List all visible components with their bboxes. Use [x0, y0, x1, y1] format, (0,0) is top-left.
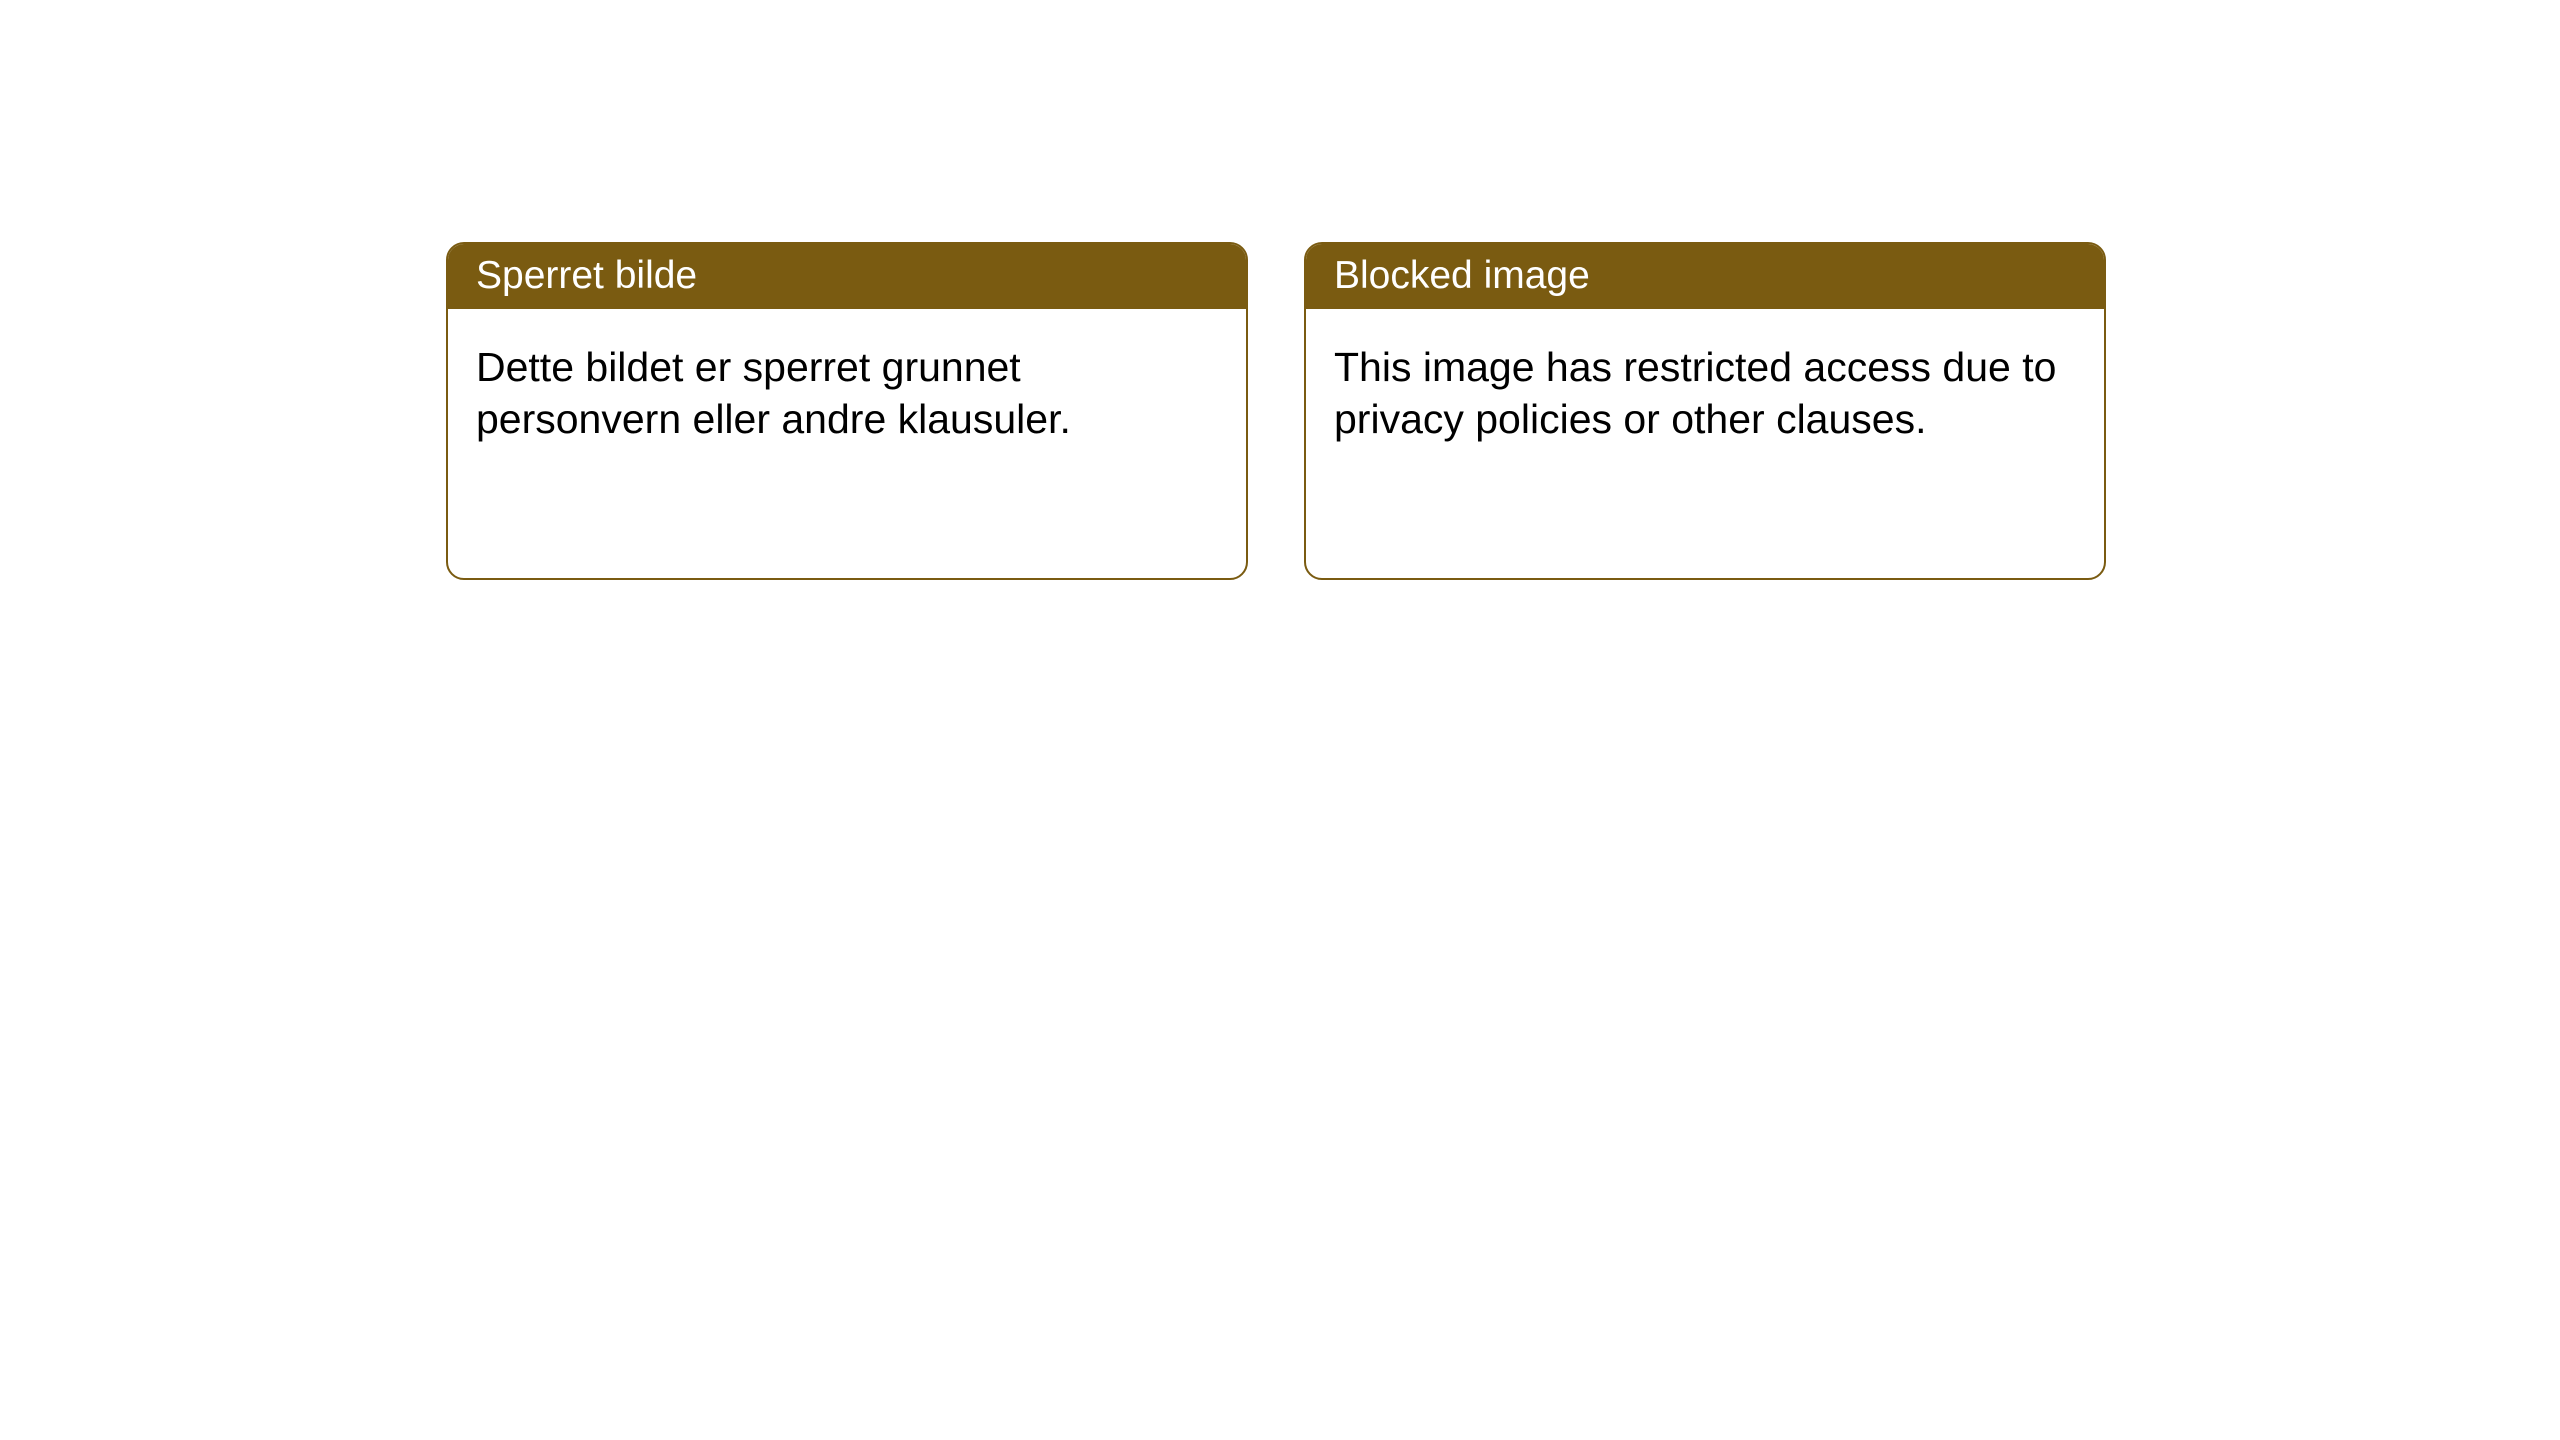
notice-header: Blocked image: [1306, 244, 2104, 309]
notice-card-norwegian: Sperret bilde Dette bildet er sperret gr…: [446, 242, 1248, 580]
notice-body: This image has restricted access due to …: [1306, 309, 2104, 478]
notice-card-english: Blocked image This image has restricted …: [1304, 242, 2106, 580]
notice-container: Sperret bilde Dette bildet er sperret gr…: [446, 242, 2106, 580]
notice-body: Dette bildet er sperret grunnet personve…: [448, 309, 1246, 478]
notice-header: Sperret bilde: [448, 244, 1246, 309]
